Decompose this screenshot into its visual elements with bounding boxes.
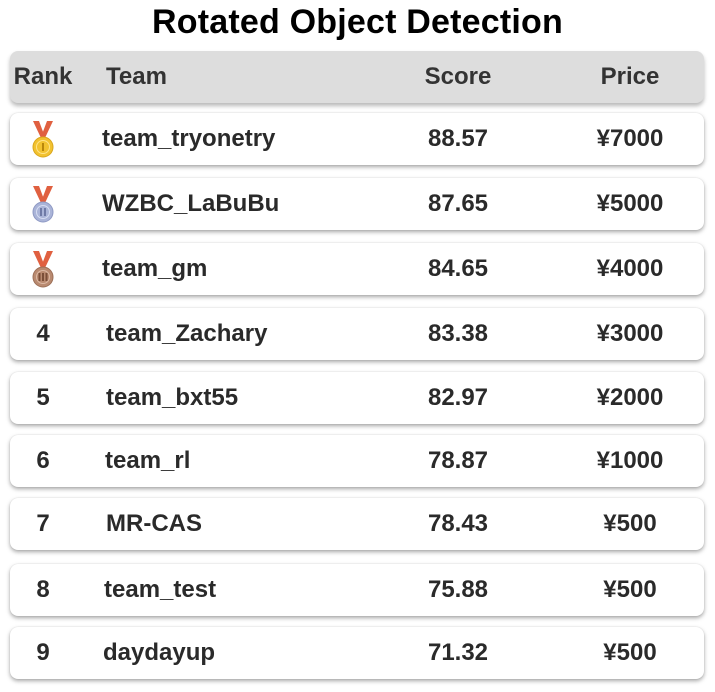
score-value: 88.57 (427, 125, 489, 152)
table-row[interactable]: 7 MR-CAS 78.43 ¥500 (10, 498, 704, 550)
score-value: 84.65 (427, 255, 489, 282)
team-name: team_bxt55 (106, 384, 239, 411)
bronze-medal-icon (32, 251, 54, 288)
silver-medal-icon (32, 186, 54, 223)
header-rank[interactable]: Rank (13, 63, 73, 90)
page-title: Rotated Object Detection (152, 3, 563, 41)
team-name: WZBC_LaBuBu (102, 190, 280, 217)
team-name: team_rl (105, 447, 191, 474)
table-row[interactable]: 4 team_Zachary 83.38 ¥3000 (10, 308, 704, 360)
table-row[interactable]: 5 team_bxt55 82.97 ¥2000 (10, 372, 704, 424)
team-name: MR-CAS (106, 510, 202, 537)
price-value: ¥500 (603, 510, 657, 537)
rank-number: 5 (36, 384, 50, 411)
table-row[interactable]: team_tryonetry 88.57 ¥7000 (10, 113, 704, 165)
table-row[interactable]: 8 team_test 75.88 ¥500 (10, 564, 704, 616)
score-value: 87.65 (427, 190, 489, 217)
table-row[interactable]: team_gm 84.65 ¥4000 (10, 243, 704, 295)
gold-medal-icon (32, 121, 54, 158)
rank-number: 7 (36, 510, 50, 537)
table-row[interactable]: WZBC_LaBuBu 87.65 ¥5000 (10, 178, 704, 230)
team-name: daydayup (103, 639, 216, 666)
rank-number: 6 (36, 447, 50, 474)
score-value: 78.87 (427, 447, 489, 474)
header-team[interactable]: Team (106, 63, 167, 90)
score-value: 82.97 (427, 384, 489, 411)
team-name: team_gm (102, 255, 208, 282)
price-value: ¥500 (603, 576, 657, 603)
score-value: 71.32 (427, 639, 489, 666)
header-price[interactable]: Price (600, 63, 660, 90)
score-value: 78.43 (427, 510, 489, 537)
price-value: ¥3000 (596, 320, 664, 347)
score-value: 75.88 (427, 576, 489, 603)
table-row[interactable]: 6 team_rl 78.87 ¥1000 (10, 435, 704, 487)
table-row[interactable]: 9 daydayup 71.32 ¥500 (10, 627, 704, 679)
price-value: ¥7000 (596, 125, 664, 152)
rank-number: 4 (36, 320, 50, 347)
price-value: ¥500 (603, 639, 657, 666)
team-name: team_tryonetry (102, 125, 276, 152)
price-value: ¥5000 (596, 190, 664, 217)
header-score[interactable]: Score (424, 63, 492, 90)
price-value: ¥2000 (596, 384, 664, 411)
price-value: ¥4000 (596, 255, 664, 282)
score-value: 83.38 (427, 320, 489, 347)
rank-number: 8 (36, 576, 50, 603)
team-name: team_test (104, 576, 217, 603)
table-header: Rank Team Score Price (10, 51, 704, 103)
team-name: team_Zachary (106, 320, 268, 347)
price-value: ¥1000 (596, 447, 664, 474)
rank-number: 9 (36, 639, 50, 666)
